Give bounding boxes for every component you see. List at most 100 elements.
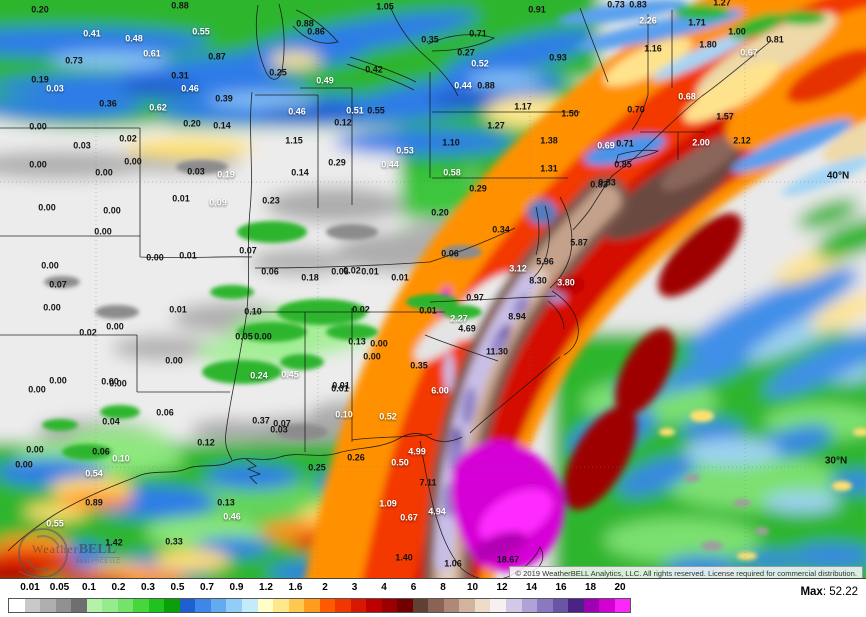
precip-value-label: 0.86 [307, 26, 325, 37]
precip-value-label: 0.06 [331, 266, 349, 277]
precip-value-label: 0.01 [179, 250, 197, 261]
logo-subtext: ANALYTICS LLC [76, 557, 121, 565]
color-scale-tick-label: 1.2 [259, 582, 273, 593]
precip-value-label: 0.88 [477, 80, 495, 91]
color-scale-swatch [583, 599, 600, 612]
precip-value-label: 1.71 [688, 17, 706, 28]
color-scale-swatch [490, 599, 506, 612]
color-scale-tick-label: 6 [410, 582, 417, 593]
logo-name-bold: BELL [78, 542, 117, 557]
color-scale-tick-label: 8 [440, 582, 446, 593]
precip-value-label: 4.69 [458, 323, 476, 334]
graticule-lines [0, 0, 866, 578]
color-scale-tick-label: 18 [584, 582, 597, 593]
precip-value-label: 3.80 [557, 277, 575, 288]
precip-value-label: 0.26 [347, 452, 365, 463]
precip-value-label: 0.06 [156, 407, 174, 418]
color-scale-swatch [288, 599, 305, 612]
precip-value-label: 0.14 [291, 167, 309, 178]
precip-value-label: 0.06 [441, 248, 459, 259]
precip-value-label: 0.00 [370, 338, 388, 349]
color-scale-swatch [381, 599, 398, 612]
precip-value-label: 0.00 [43, 302, 61, 313]
precip-value-label: 0.55 [46, 518, 64, 529]
precip-value-label: 7.11 [419, 477, 437, 488]
precip-value-label: 0.69 [597, 140, 615, 151]
color-scale-swatch [257, 599, 274, 612]
precip-value-label: 0.49 [316, 75, 334, 86]
precip-value-label: 1.50 [561, 108, 579, 119]
precip-value-label: 0.00 [146, 252, 164, 263]
color-scale-swatch [443, 599, 460, 612]
color-scale-swatch [55, 599, 72, 612]
precip-value-label: 0.00 [26, 444, 44, 455]
precip-value-label: 0.01 [172, 193, 190, 204]
weatherbell-logo: WeatherBELL ANALYTICS LLC [12, 526, 168, 578]
precip-value-label: 0.06 [261, 266, 279, 277]
precip-value-label: 1.15 [285, 135, 303, 146]
precip-value-label: 1.42 [105, 537, 123, 548]
precip-value-label: 0.05 [235, 331, 253, 342]
precip-value-label: 0.00 [38, 202, 56, 213]
precip-value-label: 0.35 [410, 360, 428, 371]
color-scale-swatch [568, 599, 584, 612]
precip-value-label: 0.37 [252, 415, 270, 426]
precip-value-label: 0.55 [192, 26, 210, 37]
precip-value-label: 0.07 [239, 245, 257, 256]
color-scale-tick-label: 0.7 [200, 582, 214, 593]
precip-value-label: 0.73 [607, 0, 625, 10]
color-scale-tick-label: 0.9 [229, 582, 244, 593]
color-scale-tick-label: 0.01 [20, 582, 40, 593]
precip-value-label: 0.70 [627, 104, 645, 115]
max-value: : 52.22 [822, 586, 858, 598]
precip-value-label: 0.68 [678, 91, 696, 102]
precip-value-label: 0.14 [213, 120, 231, 131]
color-scale-swatch [24, 599, 41, 612]
precip-value-label: 2.26 [639, 15, 657, 26]
color-scale-tick-label: 4 [381, 582, 387, 593]
precip-value-label: 6.00 [431, 385, 449, 396]
precip-value-label: 0.71 [469, 28, 487, 39]
color-scale-swatch [366, 599, 382, 612]
precip-value-label: 0.89 [85, 497, 103, 508]
precip-value-label: 1.27 [487, 120, 505, 131]
precip-value-label: 0.88 [171, 0, 189, 11]
color-scale-tick-label: 12 [496, 582, 508, 593]
precip-value-label: 0.83 [598, 177, 616, 188]
precip-value-label: 0.44 [454, 80, 472, 91]
color-scale-tick-label: 0.3 [141, 582, 155, 593]
precip-value-label: 0.54 [85, 468, 103, 479]
color-scale-ticks: 0.01 0.05 0.1 0.2 0.3 0.5 0.7 0.9 1.2 1.6 2 3 4 6 8 10 1… [0, 582, 660, 595]
precip-value-label: 0.44 [381, 159, 399, 170]
color-scale-bar [8, 598, 631, 613]
color-scale-swatch [9, 599, 25, 612]
color-scale-tick-label: 20 [614, 582, 626, 593]
precip-value-label: 18.67 [496, 554, 520, 565]
precip-value-label: 0.00 [254, 331, 272, 342]
precip-value-label: 0.00 [101, 376, 119, 387]
color-scale-swatch [273, 599, 289, 612]
precip-value-label: 0.51 [346, 105, 364, 116]
precip-value-label: 1.09 [379, 498, 397, 509]
precip-value-label: 0.25 [308, 462, 326, 473]
precip-value-label: 0.46 [181, 83, 199, 94]
precip-map: 0.20 0.88 0.41 0.48 0.55 0.73 0.61 0.87 0.25 0.31… [0, 0, 866, 579]
precip-value-label: 0.12 [197, 437, 215, 448]
precip-value-label: 0.53 [396, 145, 414, 156]
color-scale-swatch [210, 599, 227, 612]
precip-value-label: 0.00 [29, 159, 47, 170]
precip-value-label: 5.96 [536, 256, 554, 267]
precip-value-label: 0.85 [614, 159, 632, 170]
color-scale-swatch [179, 599, 196, 612]
precip-value-label: 11.30 [485, 346, 509, 357]
color-scale-swatch [335, 599, 351, 612]
precip-value-label: 0.55 [367, 105, 385, 116]
precip-value-label: 0.46 [223, 511, 241, 522]
color-scale-swatch [117, 599, 134, 612]
precip-value-label: 0.00 [41, 260, 59, 271]
color-scale-swatch [599, 599, 615, 612]
color-scale-swatch [164, 599, 180, 612]
precip-value-label: 0.02 [343, 265, 361, 276]
color-scale-swatch [40, 599, 56, 612]
